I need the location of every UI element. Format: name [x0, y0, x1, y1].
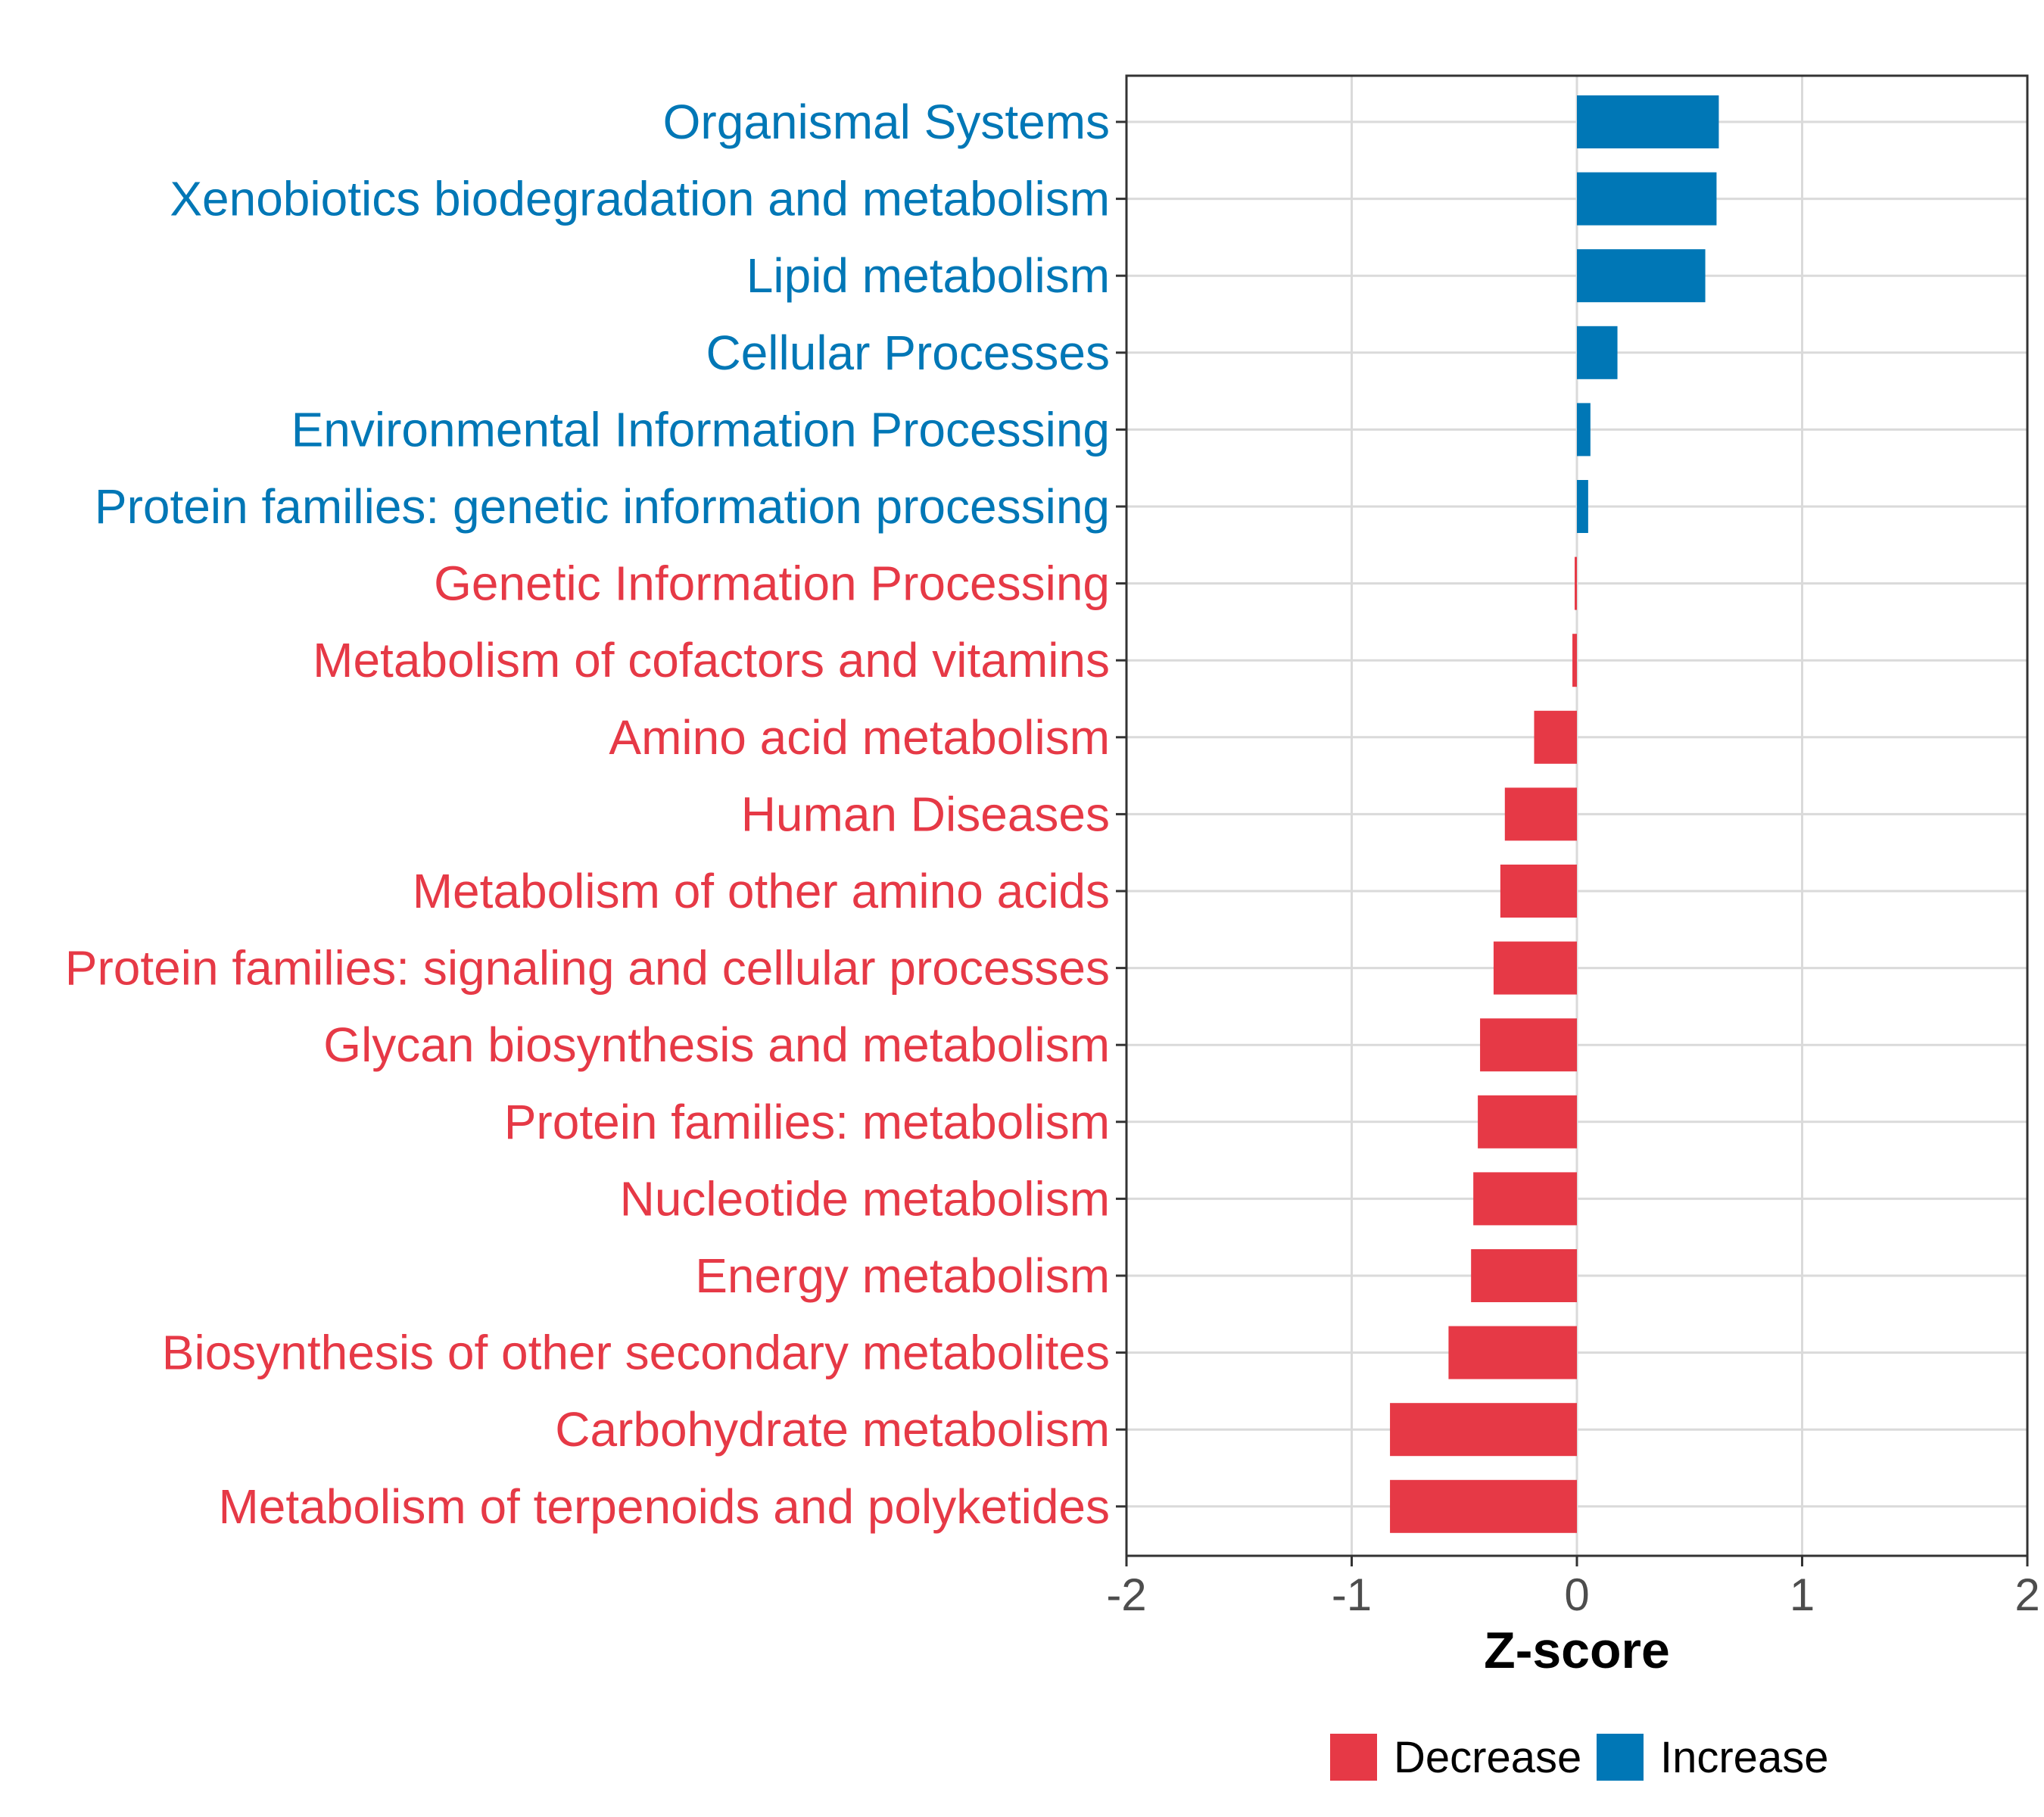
bar [1577, 249, 1706, 303]
category-label: Genetic Information Processing [434, 556, 1110, 611]
bar [1473, 1172, 1577, 1226]
bar [1448, 1326, 1577, 1379]
category-label: Energy metabolism [695, 1248, 1110, 1303]
x-tick-label: -1 [1332, 1569, 1372, 1620]
category-label: Carbohydrate metabolism [555, 1402, 1110, 1457]
category-label: Amino acid metabolism [609, 710, 1110, 765]
bar [1572, 634, 1577, 687]
legend-key [1597, 1734, 1644, 1781]
x-tick-label: -2 [1106, 1569, 1146, 1620]
x-axis-ticks: -2 -1 0 1 2 [1106, 1556, 2040, 1620]
category-label: Environmental Information Processing [291, 402, 1110, 457]
bar [1493, 941, 1577, 995]
legend-key [1330, 1734, 1377, 1781]
y-axis-ticks [1116, 120, 1126, 1508]
category-label: Metabolism of other amino acids [413, 864, 1110, 918]
x-tick-label: 0 [1564, 1569, 1589, 1620]
bar [1480, 1018, 1577, 1072]
bars [1390, 95, 1719, 1533]
bar [1575, 556, 1577, 610]
legend-label: Decrease [1394, 1733, 1581, 1782]
x-tick-label: 2 [2014, 1569, 2039, 1620]
category-label: Glycan biosynthesis and metabolism [323, 1018, 1110, 1072]
category-label: Xenobiotics biodegradation and metabolis… [170, 172, 1110, 226]
category-label: Cellular Processes [706, 326, 1110, 380]
category-label: Protein families: genetic information pr… [95, 479, 1110, 534]
legend-label: Increase [1660, 1733, 1828, 1782]
bar [1504, 787, 1577, 841]
bar [1390, 1479, 1577, 1533]
category-label: Metabolism of terpenoids and polyketides [218, 1479, 1110, 1534]
category-label: Protein families: metabolism [504, 1095, 1110, 1149]
bar [1390, 1403, 1577, 1457]
category-label: Nucleotide metabolism [620, 1171, 1110, 1226]
category-label: Metabolism of cofactors and vitamins [313, 633, 1110, 687]
x-axis-title: Z-score [1484, 1622, 1670, 1679]
category-label: Organismal Systems [663, 95, 1110, 149]
bar [1478, 1095, 1577, 1148]
bar [1471, 1249, 1577, 1302]
category-label: Lipid metabolism [746, 248, 1110, 303]
category-label: Biosynthesis of other secondary metaboli… [162, 1326, 1110, 1380]
category-label: Protein families: signaling and cellular… [65, 941, 1110, 996]
x-tick-label: 1 [1790, 1569, 1815, 1620]
bar [1577, 326, 1618, 379]
bar [1534, 710, 1577, 764]
category-labels: Organismal Systems Xenobiotics biodegrada… [65, 95, 1110, 1534]
bar [1577, 480, 1588, 533]
bar [1500, 865, 1577, 918]
bar [1577, 403, 1591, 457]
bar [1577, 95, 1719, 148]
category-label: Human Diseases [741, 787, 1110, 841]
bar [1577, 172, 1717, 226]
legend: Decrease Increase [1330, 1733, 1828, 1782]
